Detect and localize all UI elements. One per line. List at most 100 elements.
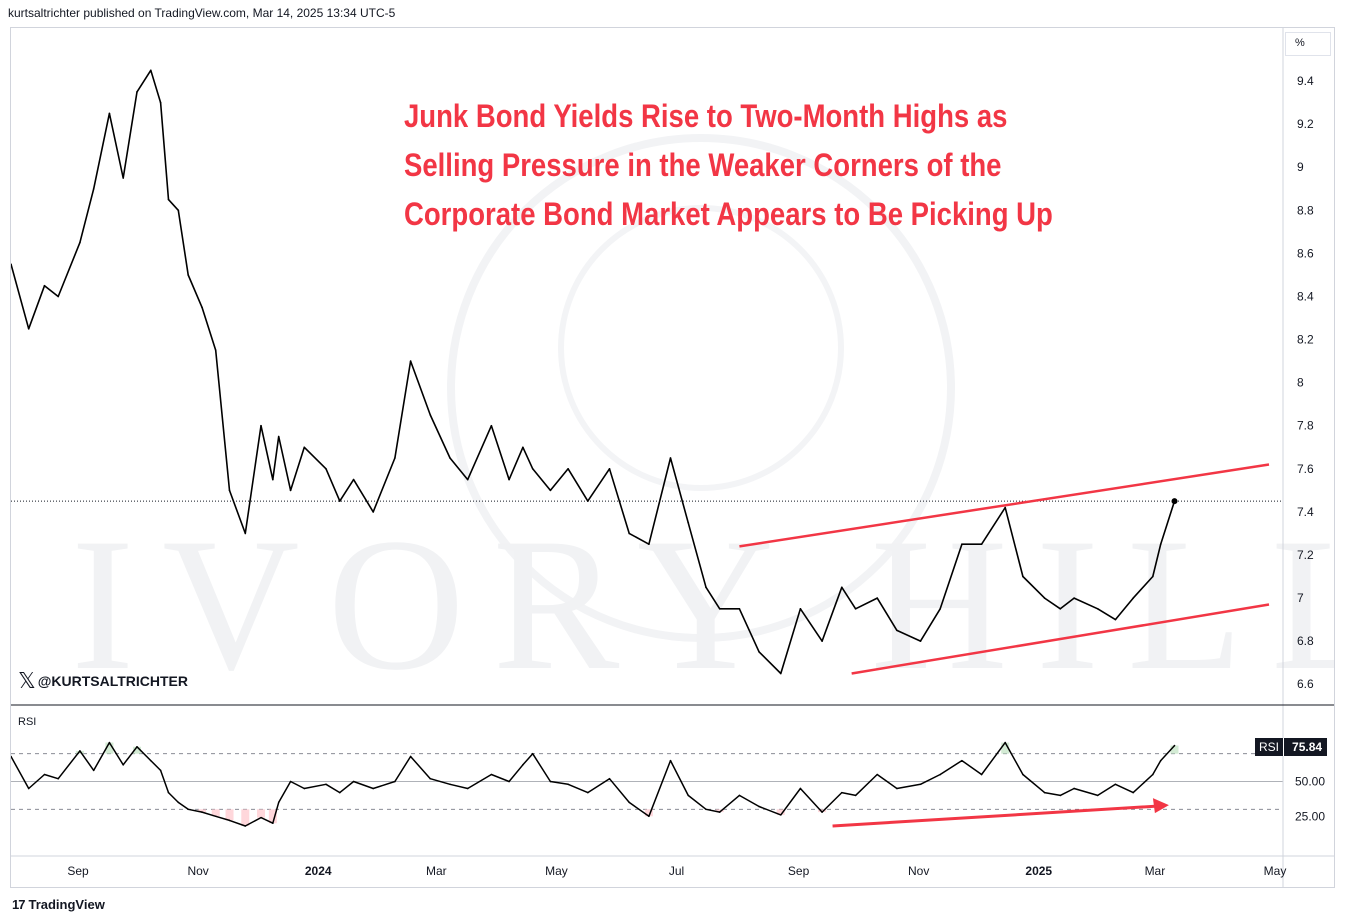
price-unit-label[interactable]: %	[1285, 32, 1331, 56]
rsi-point	[705, 808, 707, 811]
rsi-point	[508, 780, 510, 783]
rsi-point	[608, 777, 611, 780]
rsi-point	[919, 783, 922, 786]
price-point	[608, 468, 611, 470]
price-point	[352, 478, 355, 481]
price-tick-label: 9.2	[1297, 117, 1314, 131]
price-point	[919, 640, 922, 642]
overbought-fill	[1001, 742, 1010, 754]
rsi-point	[272, 822, 274, 824]
rsi-point	[260, 816, 262, 819]
overbought-fill	[105, 742, 114, 754]
oversold-fill	[715, 809, 724, 813]
rsi-point	[648, 815, 650, 818]
rsi-series-line	[11, 741, 1176, 827]
price-point	[1073, 597, 1075, 599]
price-point	[961, 543, 963, 546]
trendlines	[739, 463, 1270, 675]
price-point	[244, 532, 247, 535]
price-point	[705, 586, 707, 589]
rsi-point	[338, 791, 341, 794]
time-tick-label: May	[545, 864, 568, 878]
time-tick-label: Jul	[669, 864, 684, 878]
price-point	[648, 543, 650, 546]
price-point	[449, 457, 451, 459]
price-point	[122, 177, 125, 179]
rsi-point	[1096, 794, 1099, 797]
price-point	[325, 468, 327, 470]
rsi-badge-label: RSI	[1255, 738, 1284, 756]
price-point	[587, 500, 589, 502]
rsi-point	[1132, 791, 1134, 794]
oversold-fill	[225, 809, 234, 821]
time-tick-label: 2025	[1025, 864, 1052, 878]
price-point	[628, 532, 630, 535]
time-tick-label: May	[1264, 864, 1287, 878]
price-point	[1043, 597, 1046, 599]
rsi-point	[27, 787, 30, 790]
rsi-point	[303, 787, 306, 790]
tradingview-footer[interactable]: 17 TradingView	[12, 897, 105, 912]
rsi-point	[167, 791, 170, 794]
price-tick-label: 9.4	[1297, 74, 1314, 88]
chart-svg[interactable]: IVORY HILL 6.6 6.8 7 7.2 7.4 7.6 7.8 8 8.2 8.4 8.6…	[11, 28, 1334, 887]
price-tick-label: 8.6	[1297, 246, 1314, 260]
oversold-fill	[197, 809, 206, 813]
price-tick-label: 7.2	[1297, 548, 1314, 562]
oversold-fill	[644, 809, 653, 817]
rsi-point	[939, 773, 942, 776]
price-point	[108, 112, 111, 115]
price-point	[738, 608, 741, 610]
price-point	[669, 457, 672, 459]
rsi-point	[352, 780, 355, 783]
price-point	[687, 521, 690, 524]
oversold-fill	[241, 809, 250, 826]
rsi-point	[1043, 791, 1046, 794]
rsi-point	[490, 773, 493, 776]
last-price-dot	[1171, 498, 1178, 505]
rsi-point	[980, 773, 983, 776]
price-point	[57, 295, 60, 298]
price-point	[821, 640, 823, 642]
price-point	[522, 446, 524, 449]
price-point	[187, 274, 189, 276]
price-point	[1059, 608, 1062, 610]
price-tick-label: 7.6	[1297, 462, 1314, 476]
rsi-point	[201, 811, 203, 813]
rsi-point	[896, 787, 898, 790]
price-tick-label: 7.4	[1297, 505, 1314, 519]
rsi-point	[718, 811, 721, 813]
price-point	[490, 424, 493, 427]
rsi-point	[549, 780, 552, 783]
rsi-point	[821, 811, 823, 813]
price-point	[1096, 608, 1099, 610]
rsi-point	[43, 773, 46, 776]
price-point	[214, 349, 217, 352]
price-point	[1022, 575, 1024, 578]
price-point	[466, 478, 469, 481]
rsi-point	[187, 808, 189, 811]
rsi-point	[11, 755, 12, 758]
time-tick-label: Sep	[788, 864, 810, 878]
price-point	[939, 608, 942, 610]
oversold-fill	[776, 809, 785, 815]
rsi-point	[854, 794, 857, 797]
price-point	[1132, 597, 1134, 599]
rsi-point	[531, 752, 534, 755]
price-point	[79, 241, 81, 244]
time-tick-label: Mar	[426, 864, 447, 878]
rsi-point	[325, 783, 327, 786]
published-by-header: kurtsaltrichter published on TradingView…	[8, 6, 396, 20]
price-point	[277, 435, 280, 438]
oversold-fill	[268, 809, 277, 824]
chart-frame: IVORY HILL 6.6 6.8 7 7.2 7.4 7.6 7.8 8 8.2 8.4 8.6…	[10, 27, 1335, 888]
rsi-point	[277, 801, 280, 804]
oversold-fill	[818, 809, 827, 813]
rsi-point	[961, 759, 963, 762]
svg-text:IVORY HILL: IVORY HILL	[71, 500, 1334, 710]
price-point	[228, 489, 231, 492]
price-point	[159, 101, 162, 104]
channel-trendline	[739, 463, 1270, 548]
channel-trendline	[851, 603, 1270, 675]
rsi-point	[159, 769, 162, 772]
